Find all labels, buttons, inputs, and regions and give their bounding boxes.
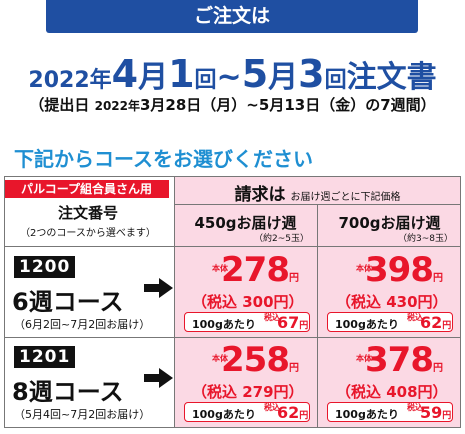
grid-vert-outer: [4, 176, 5, 428]
billing-header: 請求は お届け週ごとに下記価格: [174, 180, 461, 205]
price-base-r2-c1: 本体258円: [212, 340, 299, 380]
title-round2-unit: 回: [324, 68, 347, 93]
title-year: 2022年: [28, 68, 112, 93]
grid-row-sep: [4, 337, 461, 338]
course-name-8weeks: 8週コース: [12, 378, 124, 406]
order-banner: ご注文は: [46, 0, 418, 33]
course-period-6weeks: （6月2回~7月2回お届け）: [14, 318, 151, 331]
title-tilde: ~: [216, 60, 242, 95]
title-month1: 4: [111, 52, 139, 96]
grid-top: [4, 176, 461, 177]
title-month2-unit: 月: [268, 60, 299, 95]
title-month2: 5: [241, 52, 269, 96]
course-name-6weeks: 6週コース: [12, 288, 124, 316]
col-700-label: 700gお届け週: [338, 214, 441, 232]
course-period-8weeks: （5月4回~7月2回お届け）: [14, 408, 151, 421]
title-round1-unit: 回: [194, 68, 217, 93]
submission-range: 3月28日（月）~5月13日（金）の7週間）: [140, 96, 436, 114]
submission-open: （提出日: [29, 96, 95, 114]
title-round1: 1: [168, 52, 195, 96]
arrow-right-icon: [159, 368, 173, 388]
submission-period: （提出日 2022年3月28日（月）~5月13日（金）の7週間）: [0, 94, 465, 115]
course-price-table: パルコープ組合員さん用 注文番号 （2つのコースから選べます） 請求は お届け週…: [4, 176, 461, 428]
price-taxin-r1-c2: （税込 430円）: [336, 293, 448, 311]
price-base-r1-c2: 本体398円: [356, 250, 443, 290]
price-taxin-r1-c1: （税込 300円）: [192, 293, 304, 311]
col-700-note: （約3~8玉）: [398, 234, 453, 244]
price-base-r1-c1: 本体278円: [212, 250, 299, 290]
col-450-label: 450gお届け週: [194, 214, 297, 232]
price-taxin-r2-c2: （税込 408円）: [336, 383, 448, 401]
arrow-shaft: [144, 374, 160, 382]
col-450-note: （約2~5玉）: [254, 234, 309, 244]
arrow-shaft: [144, 284, 160, 292]
grid-vert-mid: [317, 204, 318, 428]
grid-header-bottom: [4, 246, 461, 247]
order-period-title: 2022年4月1回~5月3回注文書: [0, 52, 465, 96]
order-number-hint: （2つのコースから選べます）: [20, 228, 156, 239]
billing-note: お届け週ごとに下記価格: [290, 192, 401, 203]
member-badge: パルコープ組合員さん用: [4, 180, 169, 198]
submission-year: 2022年: [94, 99, 140, 113]
billing-label: 請求は: [234, 185, 286, 205]
course-code-1200: 1200: [14, 256, 76, 278]
per100-r1-c2: 100gあたり 税込 62円: [327, 312, 453, 332]
course-code-1201: 1201: [14, 346, 76, 368]
title-round2: 3: [298, 52, 325, 96]
grid-vert-right: [460, 176, 461, 428]
per100-r2-c1: 100gあたり 税込 62円: [184, 402, 310, 422]
price-taxin-r2-c1: （税込 279円）: [192, 383, 304, 401]
price-base-r2-c2: 本体378円: [356, 340, 443, 380]
grid-vert-left: [174, 176, 175, 428]
course-select-lead: 下記からコースをお選びください: [14, 147, 313, 171]
grid-bottom: [4, 427, 461, 428]
per100-r2-c2: 100gあたり 税込 59円: [327, 402, 453, 422]
title-month1-unit: 月: [138, 60, 169, 95]
title-doc: 注文書: [346, 60, 437, 95]
per100-r1-c1: 100gあたり 税込 67円: [184, 312, 310, 332]
arrow-right-icon: [159, 278, 173, 298]
order-number-label: 注文番号: [57, 204, 118, 222]
